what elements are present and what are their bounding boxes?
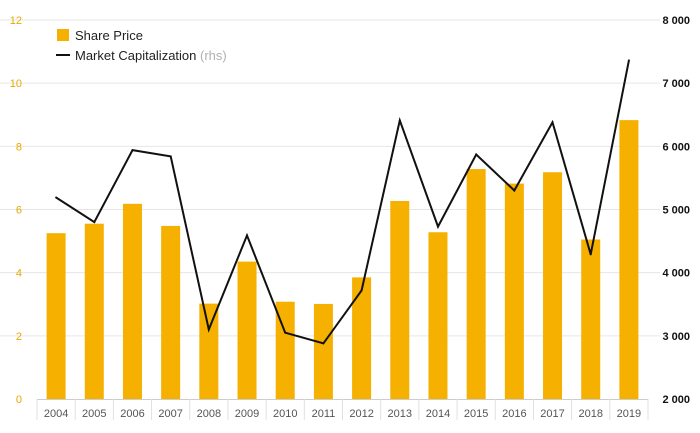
legend-market-cap-text: Market Capitalization [75, 48, 196, 63]
market-cap-point-2013 [398, 119, 401, 122]
x-tick-label: 2008 [197, 408, 221, 420]
market-cap-point-2018 [589, 253, 592, 256]
bar-2012 [352, 277, 372, 399]
x-tick-label: 2014 [426, 408, 450, 420]
x-tick-label: 2012 [349, 408, 373, 420]
bar-2007 [161, 225, 181, 399]
bar-2019 [619, 120, 639, 399]
market-cap-point-2009 [246, 234, 249, 237]
right-y-axis: 2 000 3 000 4 000 5 000 6 000 7 000 8 000 [662, 15, 690, 406]
market-cap-point-2005 [93, 221, 96, 224]
left-tick-label: 4 [16, 268, 22, 280]
left-tick-label: 10 [10, 78, 22, 90]
legend-label-share-price: Share Price [75, 28, 143, 43]
left-tick-label: 12 [10, 15, 22, 27]
x-axis [36, 399, 649, 420]
x-tick-label: 2011 [312, 408, 336, 420]
bar-2006 [122, 203, 142, 399]
x-tick-label: 2013 [388, 408, 412, 420]
x-axis-labels: 2004 2005 2006 2007 2008 2009 2010 2011 2012 2013… [44, 408, 641, 420]
market-cap-point-2014 [436, 225, 439, 228]
bar-2015 [466, 169, 486, 399]
bar-2016 [504, 183, 524, 399]
market-cap-point-2016 [513, 189, 516, 192]
legend-swatch-share-price [57, 29, 69, 41]
market-cap-point-2019 [627, 59, 630, 62]
x-tick-label: 2018 [578, 408, 602, 420]
share-price-bars [46, 120, 639, 399]
bar-2009 [237, 261, 257, 399]
legend-rhs-suffix: (rhs) [200, 48, 227, 63]
x-tick-label: 2016 [502, 408, 526, 420]
market-cap-point-2015 [475, 153, 478, 156]
legend: Share Price Market Capitalization (rhs) [56, 28, 227, 63]
right-tick-label: 7 000 [662, 78, 690, 90]
right-tick-label: 8 000 [662, 15, 690, 27]
left-tick-label: 2 [16, 331, 22, 343]
bar-2005 [84, 223, 104, 399]
market-cap-point-2006 [131, 149, 134, 152]
x-tick-label: 2009 [235, 408, 259, 420]
market-cap-point-2011 [322, 342, 325, 345]
right-tick-label: 2 000 [662, 394, 690, 406]
bar-2004 [46, 233, 66, 399]
right-tick-label: 5 000 [662, 205, 690, 217]
market-cap-point-2007 [169, 155, 172, 158]
market-cap-line-group [55, 59, 630, 345]
market-cap-point-2017 [551, 121, 554, 124]
right-tick-label: 3 000 [662, 331, 690, 343]
market-cap-point-2008 [207, 328, 210, 331]
market-cap-point-2010 [284, 331, 287, 334]
x-tick-label: 2019 [617, 408, 641, 420]
x-tick-label: 2004 [44, 408, 68, 420]
right-tick-label: 6 000 [662, 141, 690, 153]
market-cap-point-2004 [55, 196, 58, 199]
x-tick-label: 2017 [540, 408, 564, 420]
bar-2017 [543, 172, 563, 399]
x-tick-label: 2006 [120, 408, 144, 420]
bar-2013 [390, 200, 410, 399]
left-tick-label: 8 [16, 141, 22, 153]
x-tick-label: 2005 [82, 408, 106, 420]
right-tick-label: 4 000 [662, 268, 690, 280]
market-cap-point-2012 [360, 289, 363, 292]
x-tick-label: 2010 [273, 408, 297, 420]
left-tick-label: 6 [16, 205, 22, 217]
bar-2011 [313, 303, 333, 399]
x-tick-label: 2007 [158, 408, 182, 420]
legend-label-market-cap: Market Capitalization (rhs) [75, 48, 227, 63]
x-tick-label: 2015 [464, 408, 488, 420]
left-tick-label: 0 [16, 394, 22, 406]
bar-2018 [581, 239, 601, 399]
market-cap-line [55, 60, 630, 345]
bar-2010 [275, 301, 295, 399]
bar-2014 [428, 232, 448, 399]
left-y-axis: 0 2 4 6 8 10 12 [10, 15, 22, 406]
bar-2008 [199, 303, 219, 399]
